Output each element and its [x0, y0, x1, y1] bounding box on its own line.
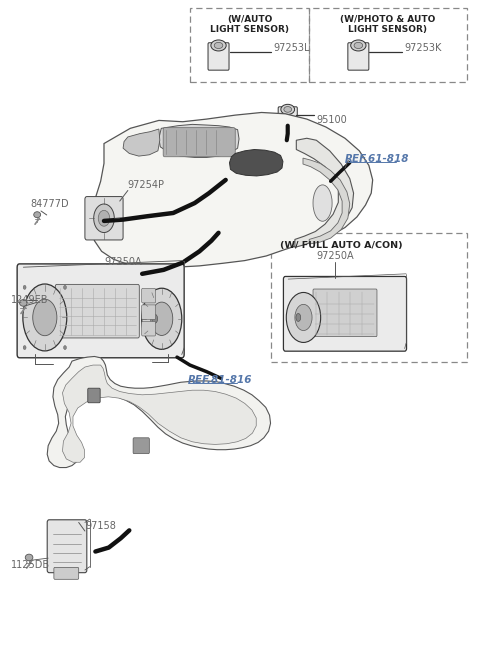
Ellipse shape [211, 40, 226, 51]
Ellipse shape [23, 284, 67, 351]
Ellipse shape [284, 106, 291, 112]
Ellipse shape [354, 42, 363, 48]
Ellipse shape [20, 299, 27, 306]
FancyBboxPatch shape [133, 438, 149, 454]
Ellipse shape [151, 302, 173, 335]
Ellipse shape [152, 314, 157, 323]
Polygon shape [303, 158, 350, 244]
Ellipse shape [25, 554, 33, 561]
Ellipse shape [94, 204, 114, 232]
Text: 1125DB: 1125DB [11, 560, 50, 570]
Text: 97254P: 97254P [128, 181, 165, 191]
FancyBboxPatch shape [208, 42, 229, 70]
FancyBboxPatch shape [142, 321, 156, 336]
Polygon shape [295, 138, 354, 248]
Ellipse shape [63, 345, 66, 349]
FancyBboxPatch shape [142, 305, 156, 319]
Text: 97158: 97158 [85, 521, 116, 531]
Text: 97253L: 97253L [274, 42, 310, 52]
Ellipse shape [23, 345, 26, 349]
Polygon shape [47, 357, 271, 467]
Ellipse shape [286, 292, 321, 343]
FancyBboxPatch shape [163, 127, 235, 157]
FancyBboxPatch shape [278, 107, 297, 132]
Ellipse shape [34, 212, 41, 218]
Text: 97250A: 97250A [317, 251, 354, 261]
FancyBboxPatch shape [55, 284, 139, 338]
Text: 97253K: 97253K [405, 42, 442, 52]
FancyBboxPatch shape [88, 388, 100, 403]
Text: REF.61-818: REF.61-818 [345, 154, 409, 164]
Text: 84777D: 84777D [30, 199, 69, 209]
Text: (W/ FULL AUTO A/CON): (W/ FULL AUTO A/CON) [280, 241, 402, 250]
Ellipse shape [23, 286, 26, 290]
FancyBboxPatch shape [348, 42, 369, 70]
Polygon shape [229, 149, 283, 176]
FancyBboxPatch shape [142, 288, 156, 303]
Ellipse shape [281, 104, 295, 114]
Text: REF.81-816: REF.81-816 [188, 374, 252, 384]
Ellipse shape [351, 40, 366, 51]
Ellipse shape [142, 288, 182, 349]
Polygon shape [92, 112, 372, 267]
Ellipse shape [98, 210, 110, 226]
Text: 97250A: 97250A [104, 256, 142, 266]
Polygon shape [62, 365, 256, 462]
Polygon shape [159, 124, 239, 157]
Ellipse shape [296, 313, 300, 321]
Text: 95100: 95100 [316, 116, 347, 125]
Ellipse shape [313, 185, 332, 221]
Ellipse shape [214, 42, 223, 48]
FancyBboxPatch shape [17, 264, 184, 358]
FancyBboxPatch shape [313, 289, 377, 337]
FancyBboxPatch shape [47, 520, 87, 572]
FancyBboxPatch shape [85, 197, 123, 240]
Ellipse shape [63, 286, 66, 290]
Ellipse shape [295, 304, 312, 331]
FancyBboxPatch shape [283, 276, 407, 351]
Text: 1249EB: 1249EB [11, 295, 48, 305]
Text: (W/PHOTO & AUTO
LIGHT SENSOR): (W/PHOTO & AUTO LIGHT SENSOR) [340, 15, 436, 34]
FancyBboxPatch shape [54, 568, 79, 579]
Polygon shape [123, 129, 160, 156]
Ellipse shape [33, 299, 57, 336]
Text: (W/AUTO
LIGHT SENSOR): (W/AUTO LIGHT SENSOR) [210, 15, 289, 34]
